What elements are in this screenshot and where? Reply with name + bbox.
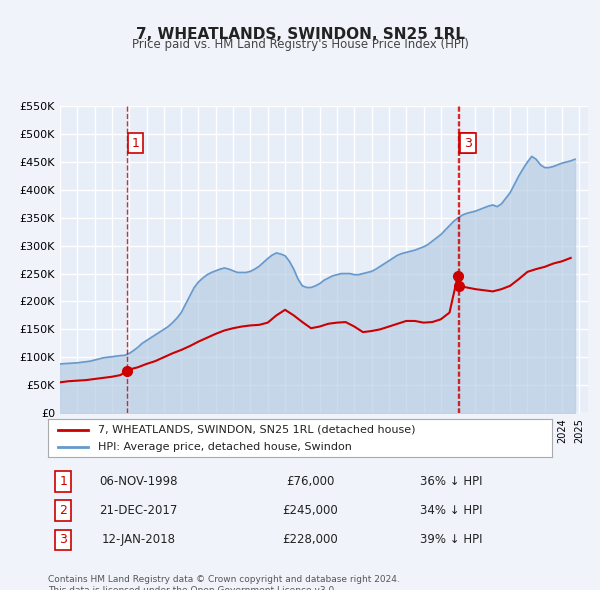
Text: 12-JAN-2018: 12-JAN-2018 [102,533,176,546]
Text: 7, WHEATLANDS, SWINDON, SN25 1RL: 7, WHEATLANDS, SWINDON, SN25 1RL [136,27,464,41]
Text: £228,000: £228,000 [282,533,338,546]
Text: 7, WHEATLANDS, SWINDON, SN25 1RL (detached house): 7, WHEATLANDS, SWINDON, SN25 1RL (detach… [98,425,416,435]
Text: 1: 1 [59,475,67,488]
Text: 3: 3 [464,136,472,149]
Text: 2: 2 [463,136,471,149]
Text: £76,000: £76,000 [286,475,334,488]
Text: HPI: Average price, detached house, Swindon: HPI: Average price, detached house, Swin… [98,441,352,451]
Text: 2: 2 [59,504,67,517]
Text: £245,000: £245,000 [282,504,338,517]
Text: 1: 1 [132,136,140,149]
Text: 3: 3 [59,533,67,546]
Text: 21-DEC-2017: 21-DEC-2017 [100,504,178,517]
Text: Price paid vs. HM Land Registry's House Price Index (HPI): Price paid vs. HM Land Registry's House … [131,38,469,51]
Text: 34% ↓ HPI: 34% ↓ HPI [420,504,482,517]
Text: 36% ↓ HPI: 36% ↓ HPI [420,475,482,488]
Text: 06-NOV-1998: 06-NOV-1998 [100,475,178,488]
Text: Contains HM Land Registry data © Crown copyright and database right 2024.
This d: Contains HM Land Registry data © Crown c… [48,575,400,590]
Text: 39% ↓ HPI: 39% ↓ HPI [420,533,482,546]
